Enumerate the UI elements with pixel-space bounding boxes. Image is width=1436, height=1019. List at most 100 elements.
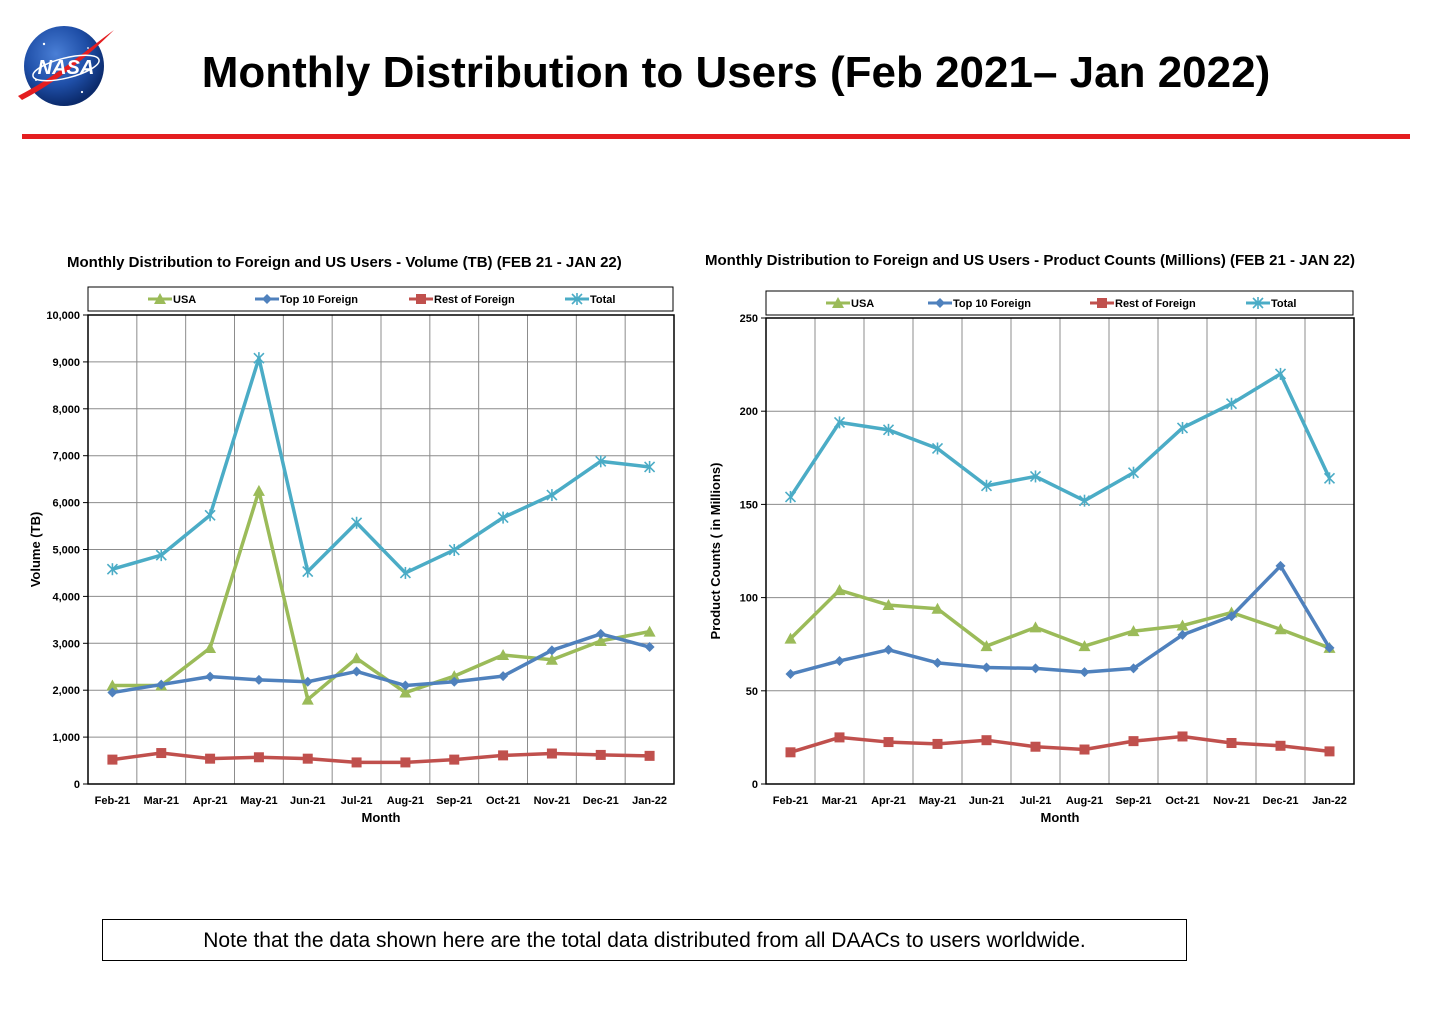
counts-point-total <box>1323 472 1336 485</box>
counts-point-top10-foreign <box>1079 667 1090 678</box>
volume-point-total <box>448 543 460 556</box>
note-text: Note that the data shown here are the to… <box>203 929 1086 952</box>
counts-legend-item-top10-foreign: Top 10 Foreign <box>928 298 1031 310</box>
volume-point-top10-foreign <box>449 676 460 687</box>
volume-point-rest-of-foreign <box>546 748 557 759</box>
volume-x-axis-label: Month <box>362 810 401 825</box>
volume-y-axis-label: Volume (TB) <box>28 512 43 588</box>
volume-point-top10-foreign <box>351 666 362 677</box>
counts-ytick-label: 0 <box>752 779 758 791</box>
counts-xtick-label: Sep-21 <box>1115 795 1151 807</box>
volume-legend-marker-total <box>571 293 583 305</box>
counts-xtick-label: Jan-22 <box>1312 795 1347 807</box>
counts-legend-item-total: Total <box>1246 297 1296 310</box>
counts-legend-marker-total <box>1252 297 1264 309</box>
volume-point-usa <box>301 693 314 705</box>
volume-point-usa <box>497 649 510 661</box>
volume-ytick-label: 9,000 <box>52 357 80 369</box>
volume-ytick-label: 1,000 <box>52 732 80 744</box>
volume-ytick-label: 2,000 <box>52 685 80 697</box>
volume-point-usa <box>545 653 558 665</box>
volume-point-top10-foreign <box>498 671 509 682</box>
counts-point-usa <box>1274 623 1287 635</box>
counts-line-usa <box>789 588 1331 650</box>
counts-legend-item-usa: USA <box>826 297 874 310</box>
counts-ytick-label: 150 <box>740 499 758 511</box>
counts-y-axis-label: Product Counts ( in Millions) <box>708 463 723 640</box>
volume-point-rest-of-foreign <box>302 753 313 764</box>
volume-point-rest-of-foreign <box>498 750 509 761</box>
volume-point-usa <box>252 484 265 496</box>
counts-point-total <box>1225 397 1238 410</box>
note-box: Note that the data shown here are the to… <box>102 919 1187 961</box>
counts-point-usa <box>1029 621 1042 633</box>
volume-xtick-label: Nov-21 <box>534 795 571 807</box>
counts-point-top10-foreign <box>1275 560 1286 571</box>
volume-series-rest-of-foreign <box>107 748 655 768</box>
volume-line-rest-of-foreign <box>112 751 650 765</box>
volume-legend-item-rest-of-foreign: Rest of Foreign <box>409 294 515 306</box>
logo-text: NASA <box>38 57 95 79</box>
volume-legend-marker-rest-of-foreign <box>416 294 426 304</box>
counts-gridlines <box>766 317 1354 785</box>
counts-point-rest-of-foreign <box>883 737 894 748</box>
counts-point-top10-foreign <box>981 662 992 673</box>
volume-point-rest-of-foreign <box>156 748 167 759</box>
volume-point-total <box>399 566 411 579</box>
counts-point-rest-of-foreign <box>1079 744 1090 755</box>
page-title: Monthly Distribution to Users (Feb 2021–… <box>201 48 1271 97</box>
volume-line-total <box>111 356 650 575</box>
volume-xtick-label: Jan-22 <box>632 795 667 807</box>
counts-point-rest-of-foreign <box>1275 740 1286 751</box>
volume-series-total <box>106 352 656 579</box>
volume-point-rest-of-foreign <box>400 757 411 768</box>
volume-point-total <box>204 509 216 522</box>
counts-line-top10-foreign <box>790 564 1332 676</box>
volume-legend-marker-usa <box>154 293 166 304</box>
volume-point-usa <box>448 670 461 682</box>
counts-line-total <box>789 372 1332 503</box>
volume-xtick-label: Aug-21 <box>387 795 424 807</box>
counts-legend-item-rest-of-foreign: Rest of Foreign <box>1090 298 1196 310</box>
volume-legend-label-total: Total <box>590 294 615 306</box>
volume-point-total <box>253 352 265 365</box>
volume-point-rest-of-foreign <box>595 749 606 760</box>
volume-point-total <box>644 460 656 473</box>
volume-point-rest-of-foreign <box>253 752 264 763</box>
volume-point-total <box>351 516 363 529</box>
volume-ytick-label: 3,000 <box>52 638 80 650</box>
counts-point-top10-foreign <box>1030 663 1041 674</box>
volume-chart-title: Monthly Distribution to Foreign and US U… <box>67 254 622 271</box>
counts-legend: USA Top 10 Foreign Rest of Foreign Total <box>765 290 1354 316</box>
counts-point-total <box>1274 367 1287 380</box>
counts-point-total <box>980 479 993 492</box>
counts-xtick-label: May-21 <box>919 795 956 807</box>
counts-legend-marker-rest-of-foreign <box>1097 298 1107 308</box>
counts-point-total <box>931 442 944 455</box>
volume-xtick-label: Jun-21 <box>290 795 325 807</box>
counts-chart-title: Monthly Distribution to Foreign and US U… <box>705 252 1355 269</box>
volume-point-usa <box>643 625 656 637</box>
counts-xtick-label: Feb-21 <box>773 795 808 807</box>
volume-point-top10-foreign <box>400 680 411 691</box>
volume-point-usa <box>350 652 363 664</box>
counts-point-total <box>1078 494 1091 507</box>
volume-legend-item-total: Total <box>565 293 615 306</box>
counts-point-rest-of-foreign <box>1177 731 1188 742</box>
volume-point-usa <box>106 679 119 691</box>
volume-point-top10-foreign <box>546 645 557 656</box>
volume-xtick-label: Sep-21 <box>436 795 472 807</box>
counts-point-usa <box>1127 625 1140 637</box>
counts-series-usa <box>784 584 1336 653</box>
volume-xtick-label: Dec-21 <box>583 795 619 807</box>
counts-xtick-label: Dec-21 <box>1262 795 1298 807</box>
volume-point-rest-of-foreign <box>351 757 362 768</box>
counts-legend-label-rest-of-foreign: Rest of Foreign <box>1115 298 1196 310</box>
volume-point-top10-foreign <box>253 674 264 685</box>
nasa-logo: NASA <box>18 26 114 106</box>
counts-ytick-label: 50 <box>746 686 758 698</box>
counts-xtick-label: Nov-21 <box>1213 795 1250 807</box>
counts-series-total <box>784 367 1336 507</box>
counts-xtick-label: Mar-21 <box>822 795 857 807</box>
counts-point-usa <box>833 584 846 596</box>
